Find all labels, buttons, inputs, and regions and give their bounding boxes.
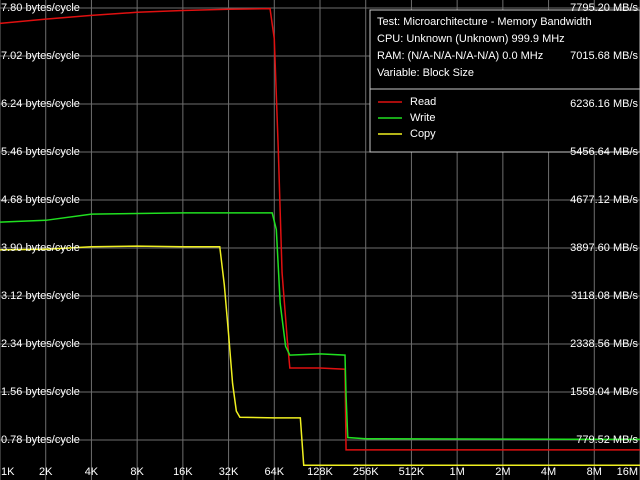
x-tick-label: 8K — [130, 466, 144, 478]
x-tick-label: 128K — [307, 466, 333, 478]
legend-label: Write — [410, 112, 435, 124]
y2-tick-label: 3897.60 MB/s — [570, 242, 638, 254]
y2-tick-label: 2338.56 MB/s — [570, 338, 638, 350]
x-tick-label: 1M — [450, 466, 465, 478]
series-line — [0, 212, 640, 441]
x-tick-label: 4K — [85, 466, 99, 478]
y-tick-label: 3.90 bytes/cycle — [1, 242, 80, 254]
y2-tick-label: 6236.16 MB/s — [570, 98, 638, 110]
x-tick-label: 2M — [495, 466, 510, 478]
y2-tick-label: 7795.20 MB/s — [570, 2, 638, 14]
y-tick-label: 7.02 bytes/cycle — [1, 50, 80, 62]
y-tick-label: 3.12 bytes/cycle — [1, 290, 80, 302]
x-tick-label: 4M — [541, 466, 556, 478]
y2-tick-label: 3118.08 MB/s — [571, 290, 639, 302]
y2-tick-label: 779.52 MB/s — [576, 434, 638, 446]
y-tick-label: 2.34 bytes/cycle — [1, 338, 80, 350]
y2-tick-label: 4677.12 MB/s — [570, 194, 638, 206]
info-text: Variable: Block Size — [377, 67, 474, 79]
x-tick-label: 8M — [587, 466, 602, 478]
series-line — [0, 245, 640, 466]
x-tick-label: 16K — [173, 466, 193, 478]
info-text: CPU: Unknown (Unknown) 999.9 MHz — [377, 33, 565, 45]
y-tick-label: 6.24 bytes/cycle — [1, 98, 80, 110]
x-tick-label: 1K — [1, 466, 15, 478]
x-tick-label: 64K — [264, 466, 284, 478]
x-tick-label: 256K — [353, 466, 379, 478]
legend-label: Read — [410, 96, 436, 108]
y-tick-label: 7.80 bytes/cycle — [1, 2, 80, 14]
y-tick-label: 1.56 bytes/cycle — [1, 386, 80, 398]
x-tick-label: 512K — [399, 466, 425, 478]
legend-label: Copy — [410, 128, 436, 140]
legend-box — [369, 9, 640, 153]
y2-tick-label: 5456.64 MB/s — [570, 146, 638, 158]
y-tick-label: 5.46 bytes/cycle — [1, 146, 80, 158]
y2-tick-label: 1559.04 MB/s — [570, 386, 638, 398]
x-tick-label: 32K — [219, 466, 239, 478]
y-tick-label: 0.78 bytes/cycle — [1, 434, 80, 446]
info-text: Test: Microarchitecture - Memory Bandwid… — [377, 16, 592, 28]
x-tick-label: 2K — [39, 466, 53, 478]
y-tick-label: 4.68 bytes/cycle — [1, 194, 80, 206]
info-text: RAM: (N/A-N/A-N/A-N/A) 0.0 MHz — [377, 50, 543, 62]
x-tick-label: 16M — [617, 466, 638, 478]
y2-tick-label: 7015.68 MB/s — [570, 50, 638, 62]
